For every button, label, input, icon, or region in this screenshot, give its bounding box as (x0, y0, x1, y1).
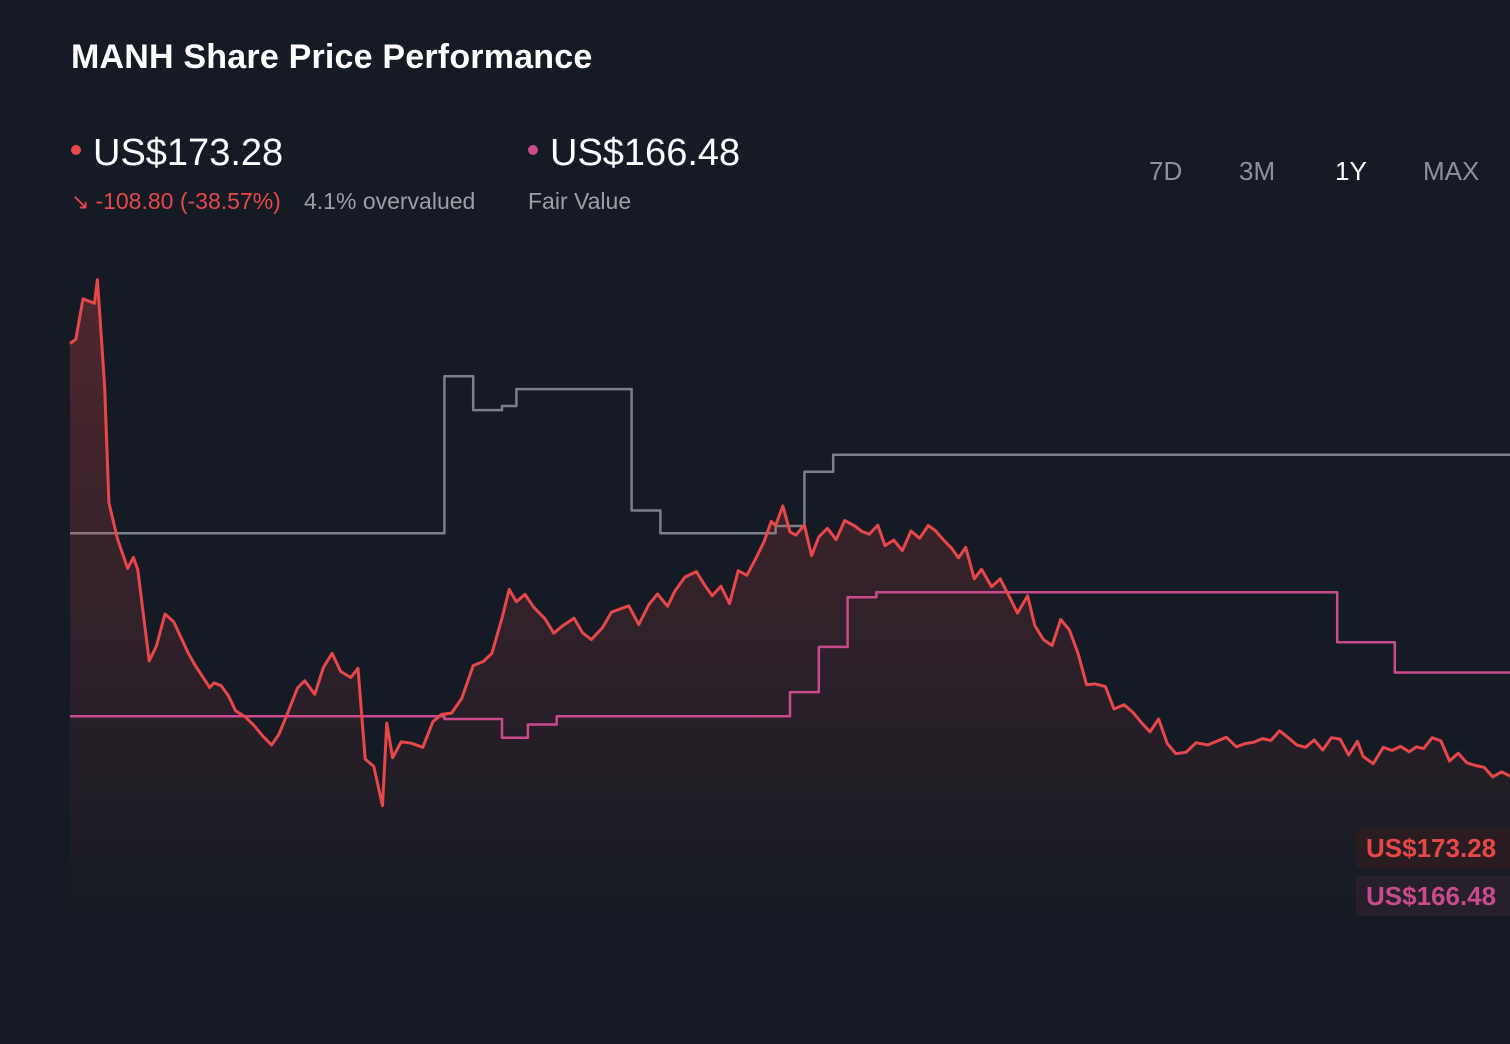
price-end-label: US$173.28 (1366, 833, 1496, 863)
fair-value-end-badge: US$166.48 (1356, 876, 1510, 916)
fair-value-value: US$166.48 (550, 132, 741, 174)
price-legend-dot (71, 144, 81, 155)
price-end-badge-bg (1356, 828, 1510, 868)
fair-value-end-label: US$166.48 (1366, 881, 1496, 911)
price-line (69, 278, 1510, 808)
price-end-badge: US$173.28 (1356, 828, 1510, 868)
tab-7d[interactable]: 7D (1149, 156, 1183, 186)
price-change-value: -108.80 (-38.57%) (95, 188, 281, 214)
current-price-value: US$173.28 (93, 132, 284, 174)
fair-value-label: Fair Value (528, 188, 632, 214)
price-area-fill (70, 279, 1510, 921)
fair-value-legend-dot (528, 144, 538, 155)
price-change: ↘ -108.80 (-38.57%) (71, 188, 281, 215)
current-price: US$173.28 (71, 132, 283, 175)
arrow-down-right-icon: ↘ (71, 189, 90, 214)
fair-value: US$166.48 (528, 132, 740, 175)
time-range-tabs: 7D 3M 1Y MAX (1130, 156, 1500, 190)
valuation-status: 4.1% overvalued (304, 188, 476, 214)
tab-1y[interactable]: 1Y (1335, 156, 1367, 186)
tab-3m[interactable]: 3M (1239, 156, 1276, 186)
page-title: MANH Share Price Performance (71, 38, 593, 76)
fair-value-end-badge-bg (1356, 876, 1510, 916)
fair_value-line (70, 590, 1510, 739)
reference-line (70, 375, 1510, 535)
tab-max[interactable]: MAX (1423, 156, 1480, 186)
